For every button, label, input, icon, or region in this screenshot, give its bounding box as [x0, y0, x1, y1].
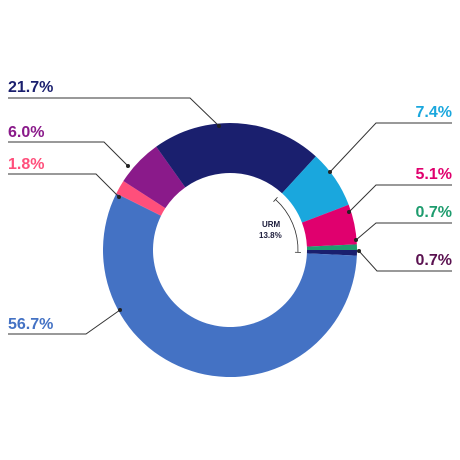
donut-slice-5 [282, 156, 349, 223]
leader-7-4 [329, 122, 452, 173]
leader-dot-56-7 [118, 308, 122, 312]
label-0-7-purple: 0.7% [416, 252, 452, 269]
leader-dot-6-0 [126, 164, 130, 168]
donut-slice-4 [156, 123, 316, 194]
leader-dot-1-8 [117, 195, 121, 199]
urm-value: 13.8% [259, 231, 282, 240]
label-56-7: 56.7% [8, 316, 53, 333]
donut-slice-1 [103, 193, 357, 377]
label-5-1: 5.1% [416, 166, 452, 183]
leader-dots [117, 124, 361, 312]
donut-slices [103, 123, 357, 377]
urm-bracket-arc [275, 199, 299, 253]
leader-1-8 [8, 173, 120, 198]
leader-dot-0-7-purple [357, 249, 361, 253]
leader-56-7 [8, 309, 121, 335]
urm-title: URM [262, 220, 281, 229]
donut-slice-0 [306, 250, 357, 256]
leader-5-1 [348, 184, 452, 213]
donut-slice-7 [306, 244, 357, 250]
donut-slice-6 [301, 204, 357, 247]
leader-6-0 [8, 141, 129, 167]
leader-0-7-purple [358, 250, 452, 272]
label-1-8: 1.8% [8, 156, 44, 173]
leader-0-7-green [355, 222, 452, 241]
label-6-0: 6.0% [8, 124, 44, 141]
label-0-7-green: 0.7% [416, 204, 452, 221]
label-21-7: 21.7% [8, 79, 53, 96]
leader-dot-21-7 [217, 124, 221, 128]
donut-slice-3 [123, 146, 186, 209]
leader-dot-0-7-green [354, 238, 358, 242]
donut-slice-2 [116, 181, 166, 216]
leader-lines [8, 97, 452, 335]
urm-bracket-tick-top [273, 196, 278, 202]
label-7-4: 7.4% [416, 104, 452, 121]
leader-21-7 [8, 97, 220, 127]
leader-dot-5-1 [347, 210, 351, 214]
leader-dot-7-4 [328, 170, 332, 174]
